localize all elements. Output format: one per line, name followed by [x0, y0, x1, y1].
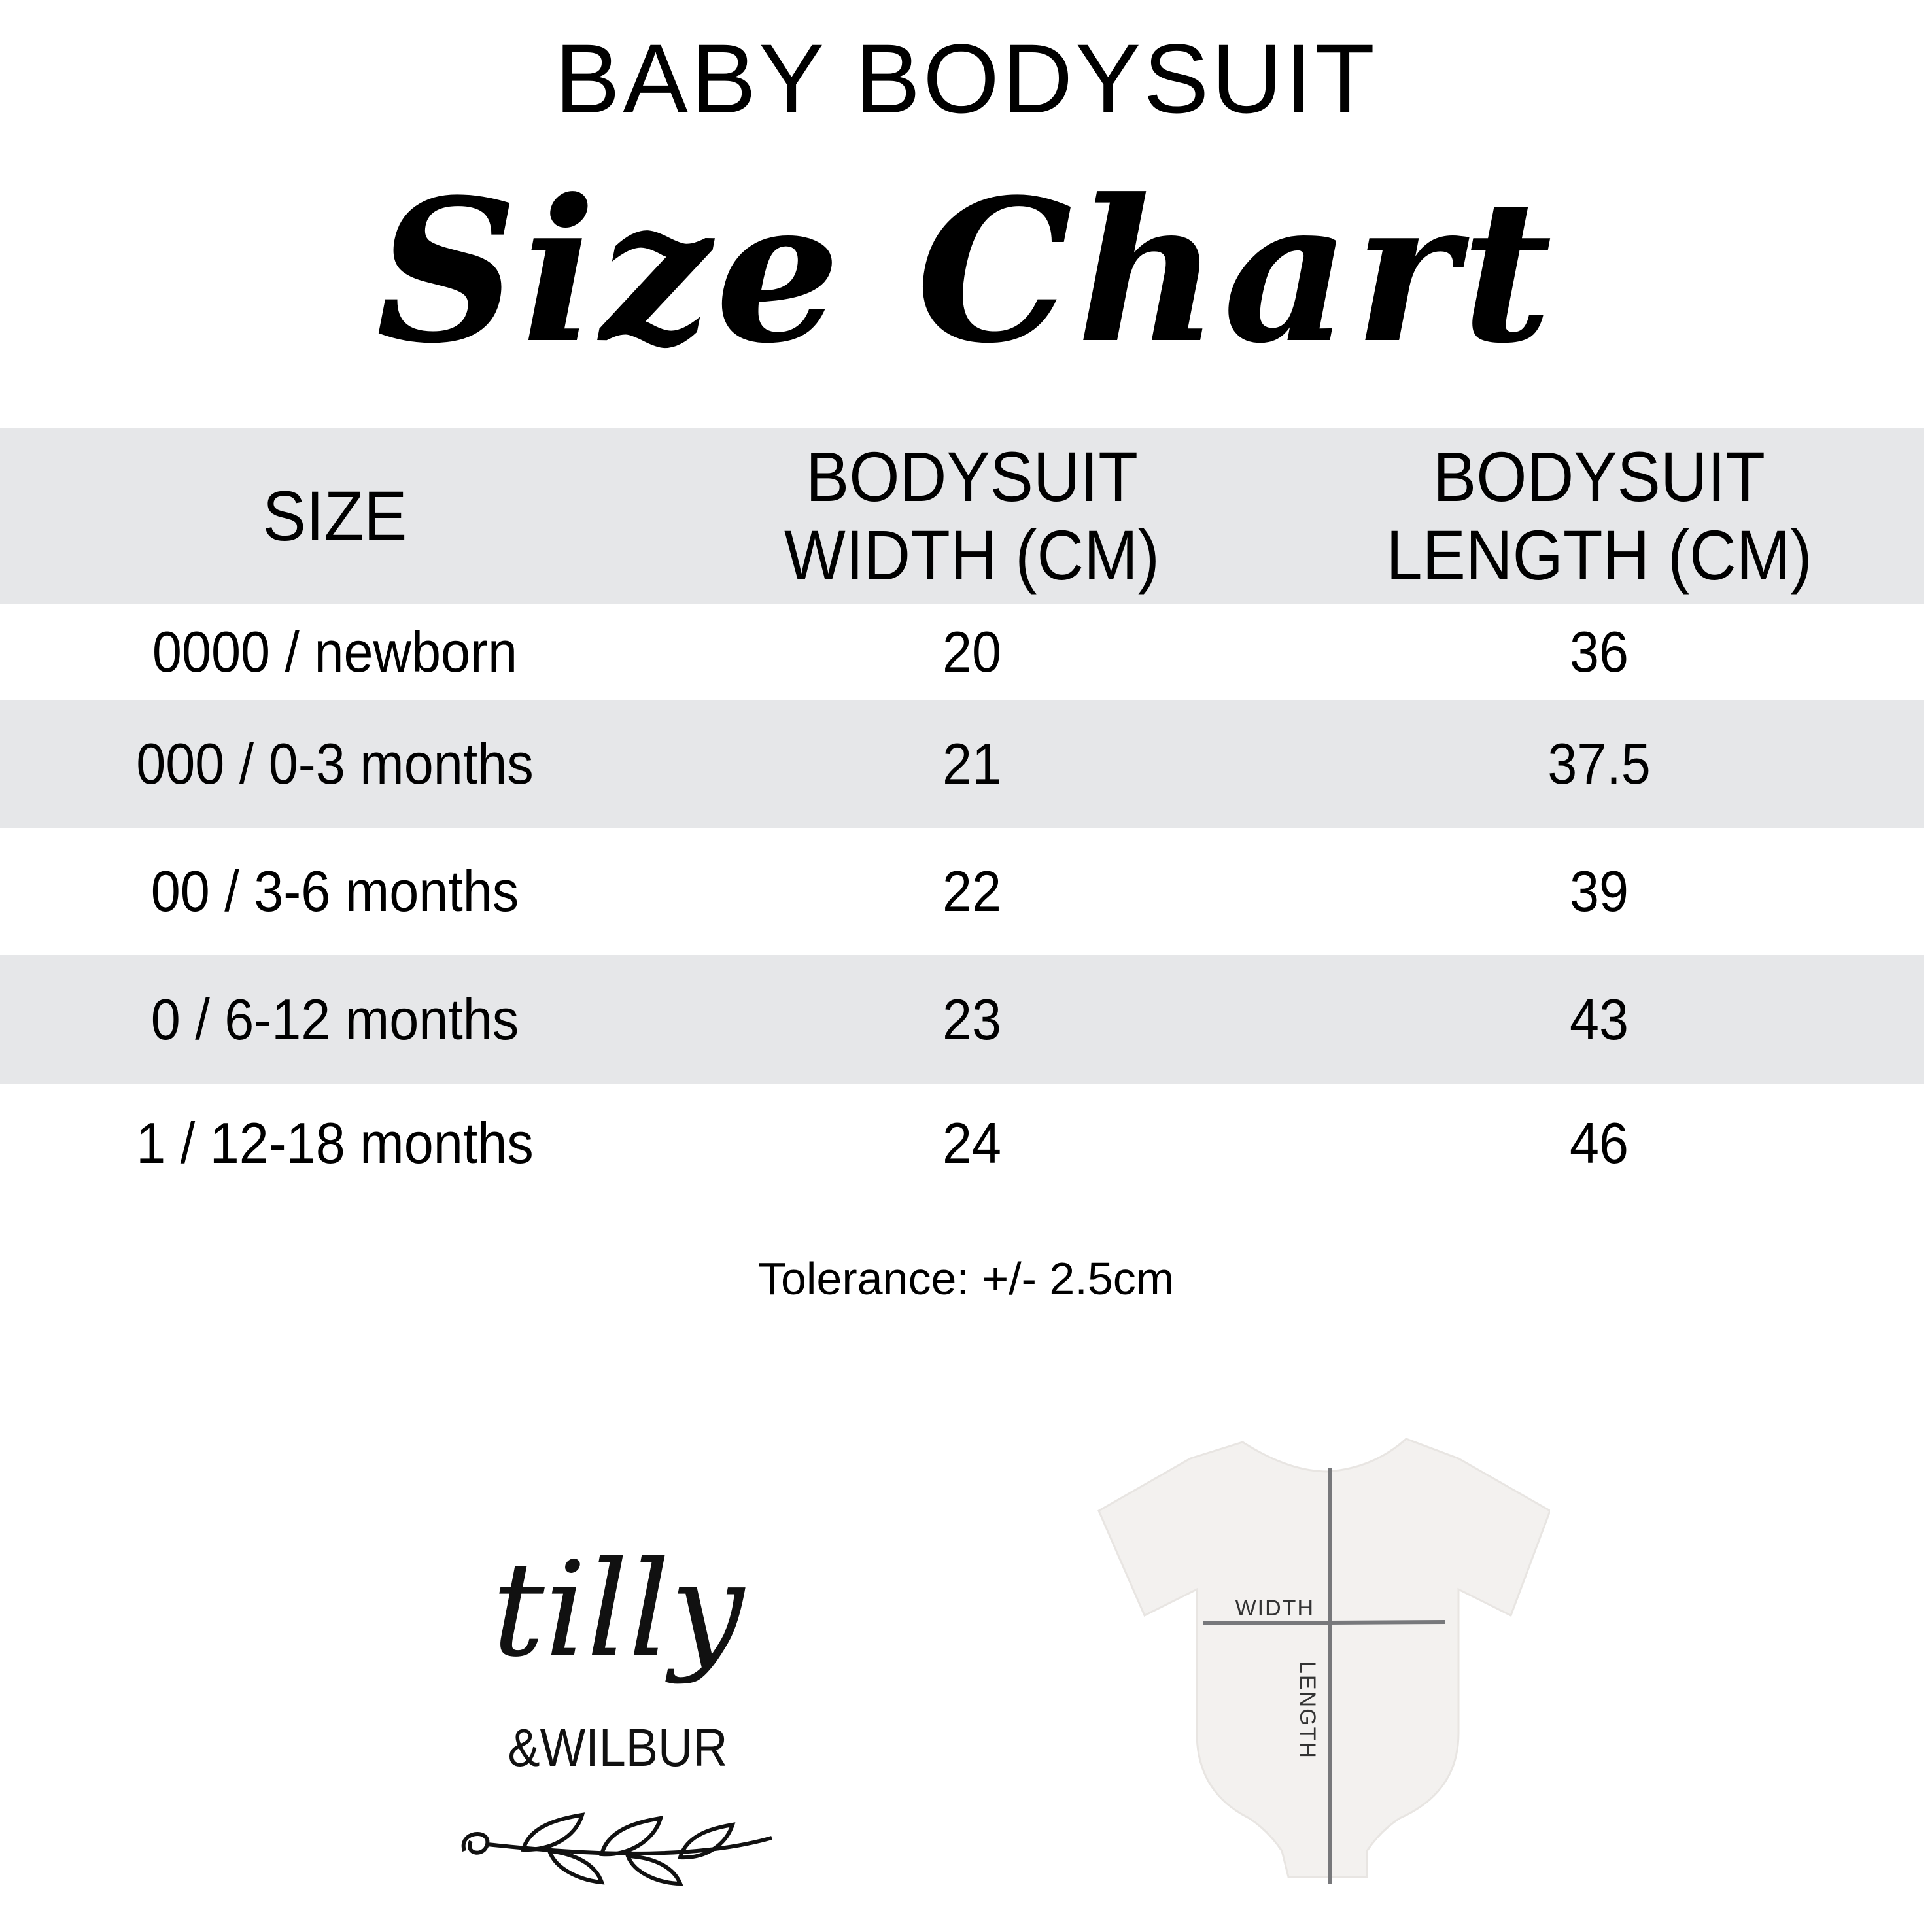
- cell-width: 22: [942, 859, 1002, 923]
- header-text: LENGTH (CM): [1386, 515, 1812, 595]
- tolerance-note: Tolerance: +/- 2.5cm: [757, 1253, 1175, 1304]
- cell-size: 00 / 3-6 months: [150, 859, 519, 923]
- size-table: SIZE BODYSUIT WIDTH (CM) BODYSUIT LENGTH (…: [0, 428, 1924, 1202]
- cell-length: 43: [1569, 987, 1629, 1052]
- header-text: WIDTH (CM): [784, 515, 1160, 595]
- width-label: WIDTH: [1235, 1596, 1315, 1621]
- width-line: [1203, 1620, 1446, 1625]
- bodysuit-shape: [1097, 1438, 1550, 1878]
- cell-length: 46: [1569, 1111, 1629, 1175]
- brand-logo: tilly &WILBUR: [461, 1534, 772, 1886]
- page-subtitle: Size Chart: [375, 156, 1557, 387]
- cell-width: 23: [942, 987, 1002, 1052]
- table-header: SIZE BODYSUIT WIDTH (CM) BODYSUIT LENGTH (…: [0, 428, 1924, 604]
- logo-text-tilly: tilly: [492, 1534, 746, 1686]
- table-row: 0 / 6-12 months 23 43: [0, 955, 1924, 1084]
- cell-size: 0 / 6-12 months: [150, 987, 519, 1052]
- length-label: LENGTH: [1295, 1661, 1320, 1759]
- cell-size: 0000 / newborn: [152, 619, 518, 684]
- header-width: BODYSUIT WIDTH (CM): [694, 438, 1250, 595]
- cell-length: 37.5: [1547, 731, 1651, 796]
- cell-width: 24: [942, 1111, 1002, 1175]
- header-text: BODYSUIT: [1433, 437, 1765, 516]
- table-row: 00 / 3-6 months 22 39: [0, 828, 1924, 955]
- cell-size: 000 / 0-3 months: [136, 731, 534, 796]
- logo-text-wilbur: &WILBUR: [508, 1717, 727, 1778]
- header-size: SIZE: [27, 477, 643, 555]
- table-row: 000 / 0-3 months 21 37.5: [0, 700, 1924, 828]
- cell-size: 1 / 12-18 months: [136, 1111, 534, 1175]
- table-row: 0000 / newborn 20 36: [0, 604, 1924, 700]
- bodysuit-diagram: WIDTH LENGTH: [1097, 1438, 1550, 1884]
- page-title: BABY BODYSUIT: [555, 24, 1377, 133]
- header-text: BODYSUIT: [806, 437, 1138, 516]
- cell-length: 36: [1569, 619, 1629, 684]
- leaf-branch-icon: [461, 1812, 772, 1886]
- header-length: BODYSUIT LENGTH (CM): [1300, 438, 1898, 595]
- table-row: 1 / 12-18 months 24 46: [0, 1084, 1924, 1202]
- cell-width: 20: [942, 619, 1002, 684]
- cell-length: 39: [1569, 859, 1629, 923]
- cell-width: 21: [942, 731, 1002, 796]
- header-text: SIZE: [262, 476, 407, 555]
